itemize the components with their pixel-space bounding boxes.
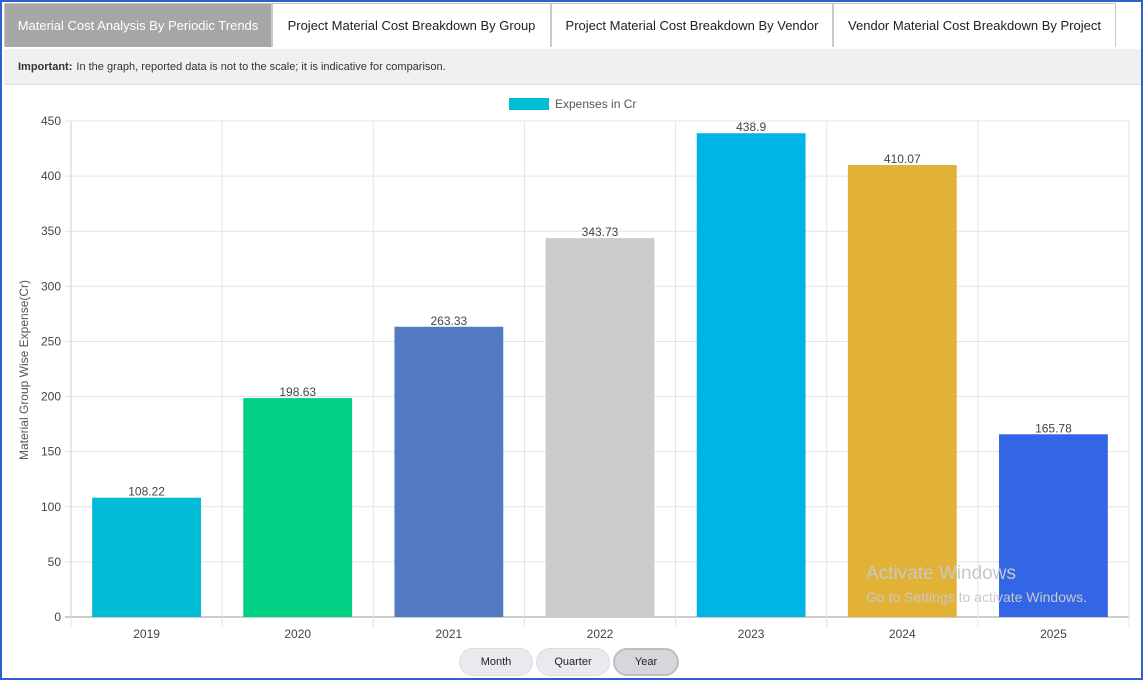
x-tick-label: 2025 xyxy=(1040,627,1067,641)
y-axis: 0 50 100 150 200 250 300 350 400 450 xyxy=(41,114,72,624)
notice-text: In the graph, reported data is not to th… xyxy=(76,60,446,73)
tab-vendor-by-project[interactable]: Vendor Material Cost Breakdown By Projec… xyxy=(833,3,1116,47)
bar-2020 xyxy=(243,398,353,617)
bar-value-label: 198.63 xyxy=(279,385,316,399)
y-tick-label: 250 xyxy=(41,334,61,348)
x-tick-label: 2019 xyxy=(133,627,160,641)
quarter-button[interactable]: Quarter xyxy=(536,648,610,676)
legend-label: Expenses in Cr xyxy=(555,97,636,111)
period-toggle: Month Quarter Year xyxy=(459,648,679,676)
y-tick-label: 300 xyxy=(41,279,61,293)
x-tick-label: 2021 xyxy=(436,627,463,641)
x-tick-label: 2022 xyxy=(587,627,614,641)
y-tick-label: 100 xyxy=(41,500,61,514)
expense-bar-chart: 0 50 100 150 200 250 300 350 400 450 2019 2020 2021… xyxy=(17,97,1130,641)
y-tick-label: 450 xyxy=(41,114,61,128)
chart-legend[interactable]: Expenses in Cr xyxy=(509,97,636,111)
legend-swatch xyxy=(509,98,549,110)
y-tick-label: 400 xyxy=(41,169,61,183)
bar-value-label: 410.07 xyxy=(884,152,921,166)
tab-breakdown-by-vendor[interactable]: Project Material Cost Breakdown By Vendo… xyxy=(551,3,833,47)
bar-2021 xyxy=(394,326,504,617)
important-notice: Important: In the graph, reported data i… xyxy=(4,49,1141,85)
tab-bar: Material Cost Analysis By Periodic Trend… xyxy=(4,3,1116,47)
bar-value-label: 263.33 xyxy=(431,314,468,328)
notice-label: Important: xyxy=(18,60,73,73)
year-button[interactable]: Year xyxy=(613,648,679,676)
y-tick-label: 350 xyxy=(41,224,61,238)
bar-2023 xyxy=(696,133,806,617)
month-button[interactable]: Month xyxy=(459,648,533,676)
watermark-title: Activate Windows xyxy=(866,563,1016,584)
y-tick-label: 50 xyxy=(48,555,62,569)
bar-value-label: 108.22 xyxy=(128,485,165,499)
bar-value-label: 438.9 xyxy=(736,120,766,134)
bar-series: 108.22 198.63 263.33 343.73 438.9 410.07 165.7… xyxy=(92,120,1108,618)
bar-2019 xyxy=(92,497,201,617)
bar-2025 xyxy=(999,434,1108,617)
bar-2024 xyxy=(847,165,957,618)
x-tick-label: 2020 xyxy=(284,627,311,641)
watermark-subtitle: Go to Settings to activate Windows. xyxy=(866,589,1087,605)
y-axis-title: Material Group Wise Expense(Cr) xyxy=(17,280,31,460)
tab-periodic-trends[interactable]: Material Cost Analysis By Periodic Trend… xyxy=(4,3,272,47)
bar-2022 xyxy=(545,238,655,617)
x-axis: 2019 2020 2021 2022 2023 2024 2025 xyxy=(133,627,1067,641)
x-tick-label: 2023 xyxy=(738,627,765,641)
y-tick-label: 150 xyxy=(41,445,61,459)
bar-value-label: 165.78 xyxy=(1035,421,1072,435)
x-tick-label: 2024 xyxy=(889,627,916,641)
bar-value-label: 343.73 xyxy=(582,225,619,239)
tab-breakdown-by-group[interactable]: Project Material Cost Breakdown By Group xyxy=(272,3,551,47)
y-tick-label: 200 xyxy=(41,390,61,404)
y-tick-label: 0 xyxy=(54,610,61,624)
